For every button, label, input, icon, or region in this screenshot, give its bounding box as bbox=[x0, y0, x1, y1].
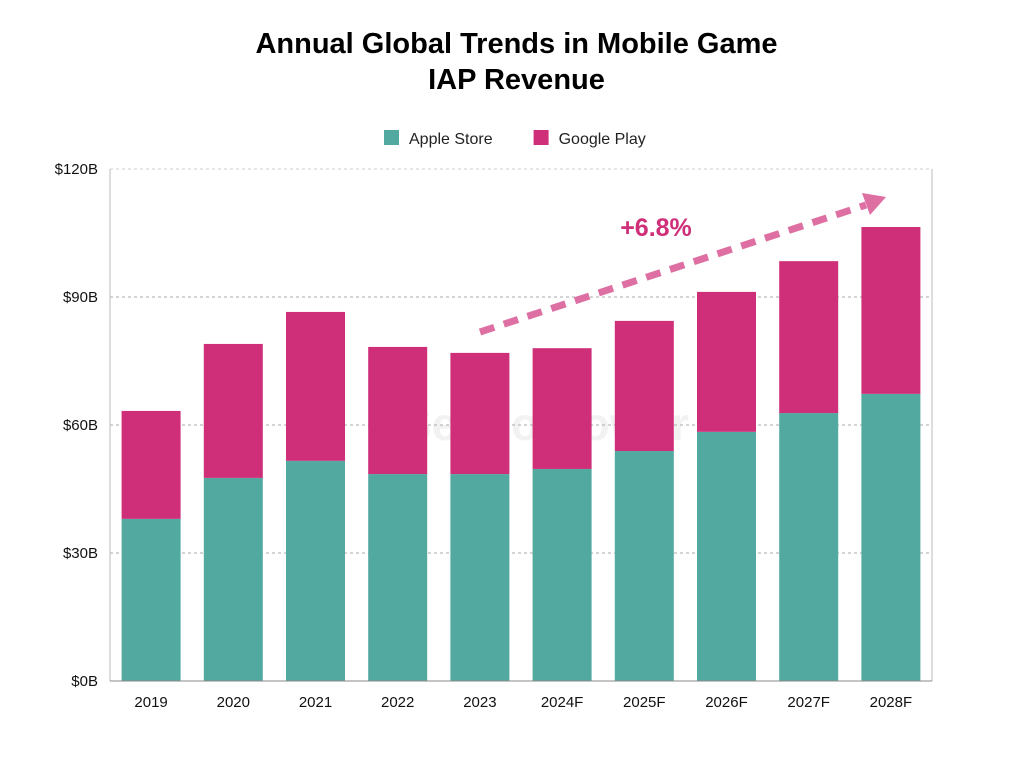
bar-google-play bbox=[697, 291, 756, 432]
bar-apple-store bbox=[450, 474, 510, 681]
chart-title: Annual Global Trends in Mobile Game IAP … bbox=[255, 28, 778, 96]
y-tick-label: $30B bbox=[63, 545, 98, 562]
bar-google-play bbox=[368, 346, 428, 475]
x-tick-label: 2020 bbox=[217, 694, 250, 711]
bar-apple-store bbox=[779, 413, 839, 681]
bar-google-play bbox=[861, 227, 921, 394]
bar-google-play bbox=[450, 352, 510, 475]
legend-swatch bbox=[533, 130, 549, 145]
legend-label: Google Play bbox=[559, 131, 646, 148]
bar-apple-store bbox=[532, 468, 592, 681]
bar-google-play bbox=[286, 311, 345, 461]
growth-annotation: +6.8% bbox=[620, 214, 692, 242]
bar-apple-store bbox=[614, 451, 674, 681]
growth-arrow-head bbox=[862, 193, 886, 215]
x-tick-label: 2019 bbox=[134, 694, 167, 711]
x-tick-label: 2023 bbox=[463, 694, 496, 711]
bar-apple-store bbox=[697, 431, 756, 681]
x-tick-label: 2028F bbox=[870, 694, 913, 711]
bar-google-play bbox=[614, 320, 674, 452]
bar-google-play bbox=[532, 348, 592, 469]
bar-google-play bbox=[779, 261, 839, 414]
y-tick-label: $0B bbox=[71, 673, 98, 690]
y-tick-label: $120B bbox=[55, 161, 98, 178]
bar-apple-store bbox=[286, 460, 345, 681]
bar-apple-store bbox=[203, 477, 263, 681]
bar-apple-store bbox=[121, 518, 181, 681]
y-tick-label: $60B bbox=[63, 417, 98, 434]
growth-arrow-line bbox=[478, 201, 868, 336]
x-tick-label: 2021 bbox=[299, 694, 332, 711]
bar-apple-store bbox=[861, 393, 921, 681]
legend-swatch bbox=[384, 130, 399, 145]
x-tick-label: 2024F bbox=[541, 694, 584, 711]
x-tick-label: 2027F bbox=[787, 694, 830, 711]
legend-label: Apple Store bbox=[409, 131, 493, 148]
x-tick-label: 2025F bbox=[623, 694, 666, 711]
y-tick-label: $90B bbox=[63, 289, 98, 306]
bar-apple-store bbox=[368, 474, 428, 681]
bar-google-play bbox=[203, 343, 263, 478]
x-tick-label: 2022 bbox=[381, 694, 414, 711]
bar-google-play bbox=[121, 410, 181, 519]
x-tick-label: 2026F bbox=[705, 694, 748, 711]
